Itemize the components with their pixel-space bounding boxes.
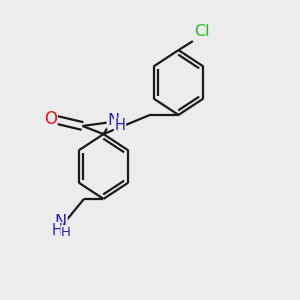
Text: H: H: [52, 223, 62, 238]
Text: H: H: [115, 118, 125, 133]
Text: O: O: [44, 110, 57, 128]
Text: N: N: [55, 214, 67, 229]
Text: N: N: [107, 113, 119, 128]
Text: H: H: [61, 226, 71, 239]
Text: Cl: Cl: [194, 24, 210, 39]
